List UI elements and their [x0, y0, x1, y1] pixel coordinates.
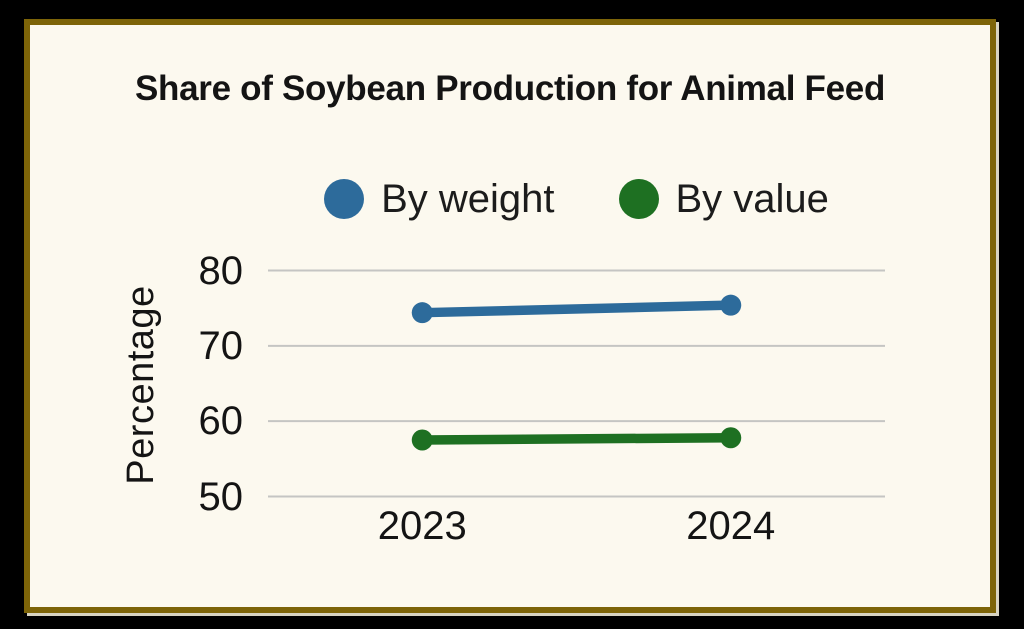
y-tick-60: 60 [198, 399, 244, 444]
series-line-by-value [417, 432, 736, 445]
y-tick-50: 50 [198, 474, 244, 519]
chart-panel: Share of Soybean Production for Animal F… [30, 25, 990, 607]
plot-area [268, 269, 885, 498]
y-tick-80: 80 [198, 248, 244, 293]
point-by-value-2024 [720, 427, 742, 449]
point-by-weight-2023 [411, 302, 433, 324]
point-by-weight-2024 [720, 294, 742, 316]
legend: By weight By value [268, 176, 885, 222]
legend-label-by-weight: By weight [381, 176, 555, 221]
by-value-marker-icon [618, 179, 659, 219]
series-line-by-weight [417, 300, 736, 318]
point-by-value-2023 [411, 429, 433, 451]
x-tick-2023: 2023 [377, 504, 467, 548]
chart-frame: Share of Soybean Production for Animal F… [24, 19, 996, 613]
legend-item-by-weight: By weight [324, 176, 555, 222]
legend-item-by-value: By value [618, 176, 829, 222]
chart-title: Share of Soybean Production for Animal F… [134, 69, 886, 108]
legend-label-by-value: By value [675, 176, 829, 221]
by-weight-marker-icon [324, 179, 365, 219]
y-tick-70: 70 [198, 323, 244, 368]
x-tick-2024: 2024 [686, 504, 776, 548]
